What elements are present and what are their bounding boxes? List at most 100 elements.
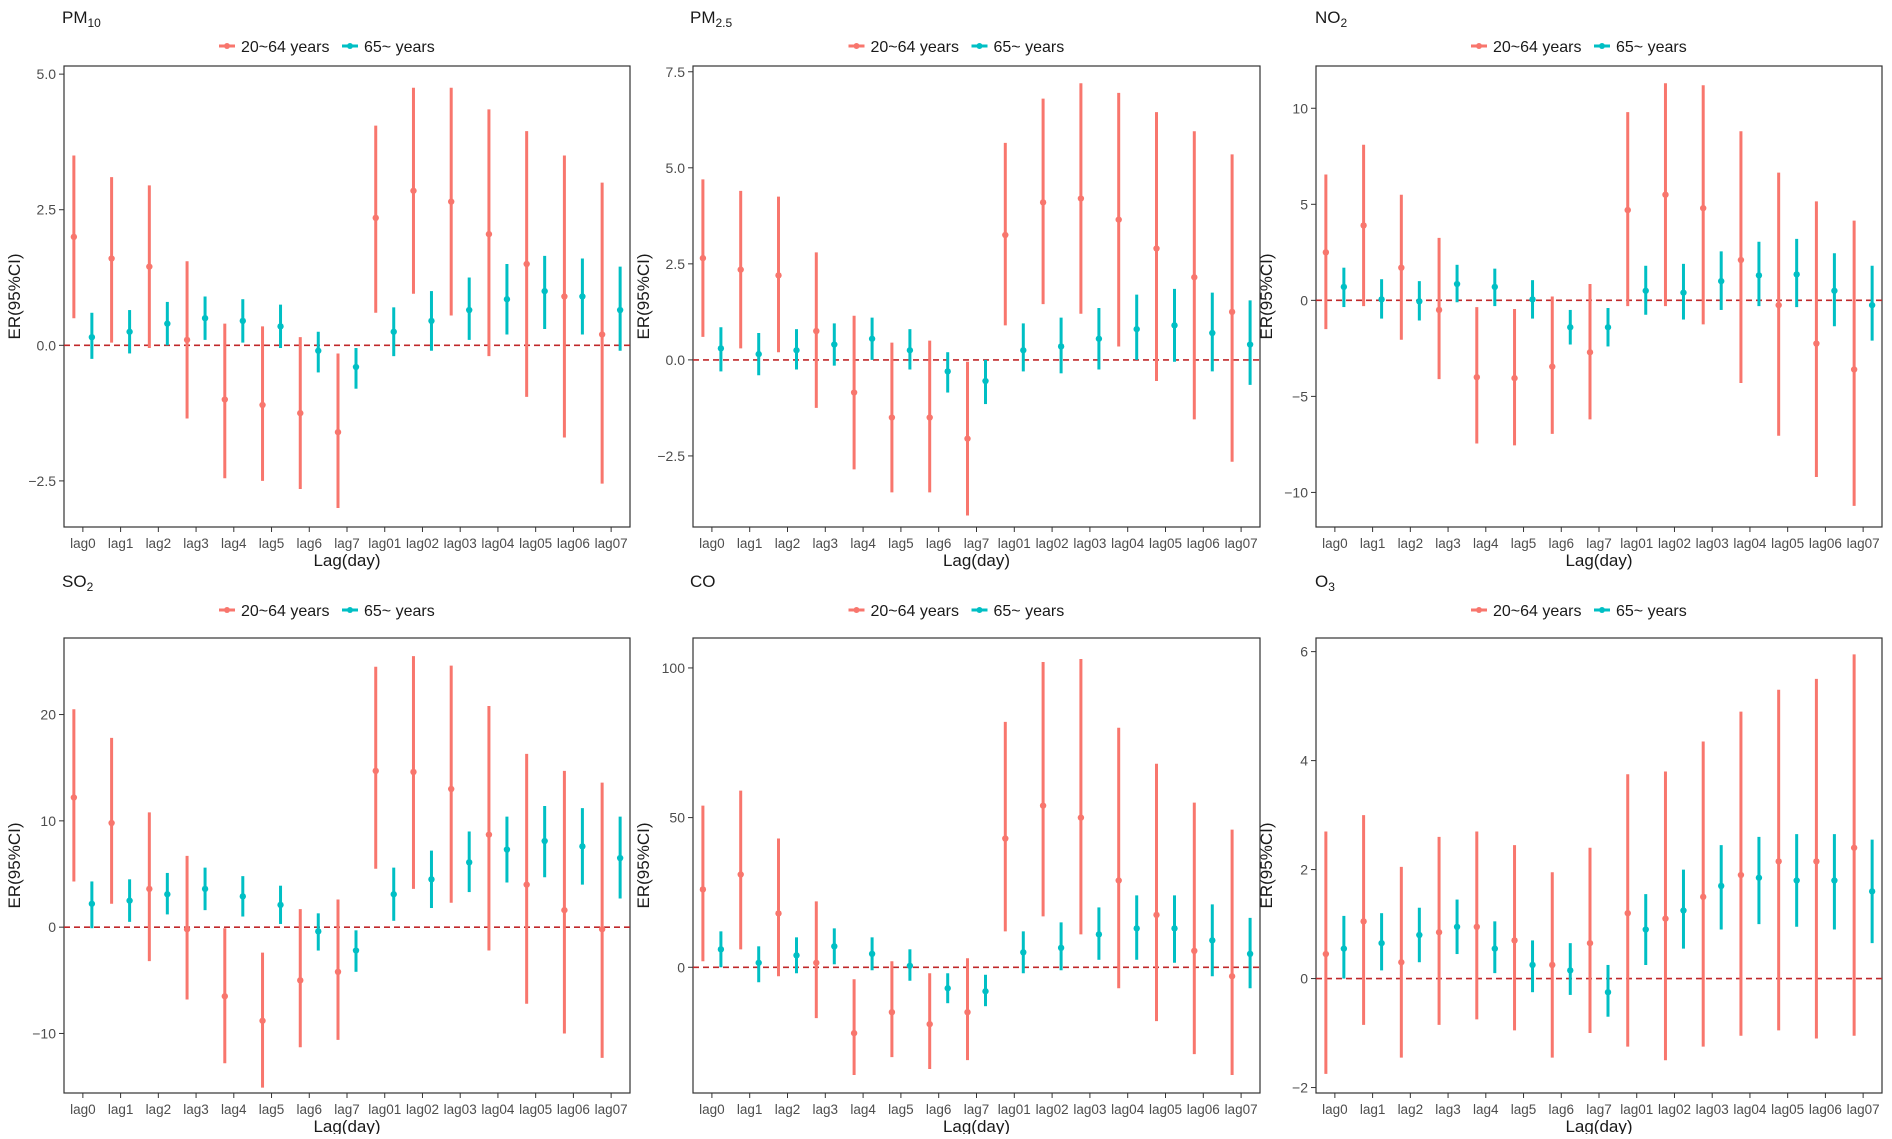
x-tick-label: lag0 (70, 536, 96, 551)
y-tick-label: −2.5 (657, 448, 685, 464)
point-estimate (146, 263, 153, 270)
x-tick-label: lag3 (1435, 1102, 1461, 1117)
x-axis-title: Lag(day) (313, 1117, 380, 1134)
point-estimate (1511, 937, 1518, 944)
point-estimate (1153, 245, 1160, 252)
point-estimate (1057, 944, 1065, 952)
panel-title: PM10 (62, 8, 101, 30)
x-tick-label: lag02 (1036, 1102, 1069, 1117)
point-estimate (1473, 923, 1481, 931)
point-estimate (1604, 324, 1612, 331)
point-estimate (1115, 877, 1122, 884)
point-estimate (1340, 283, 1348, 291)
x-axis-title: Lag(day) (1565, 551, 1632, 570)
x-tick-label: lag03 (444, 536, 477, 551)
point-estimate (1360, 918, 1367, 925)
x-tick-label: lag0 (70, 1102, 96, 1117)
point-estimate (775, 910, 782, 917)
point-estimate (1793, 877, 1800, 884)
x-tick-label: lag05 (1149, 1102, 1182, 1117)
point-estimate (1133, 925, 1140, 932)
legend-label-2: 65~ years (1616, 39, 1687, 56)
x-axis-title: Lag(day) (313, 551, 380, 570)
plot-frame (692, 65, 1261, 528)
x-tick-label: lag03 (1073, 536, 1106, 551)
x-tick-label: lag5 (888, 1102, 914, 1117)
point-estimate (1002, 231, 1009, 239)
x-tick-label: lag5 (1511, 536, 1537, 551)
x-tick-label: lag3 (813, 536, 839, 551)
legend-key-point-2 (976, 43, 983, 49)
point-estimate (1813, 340, 1820, 347)
y-tick-label: 2.5 (666, 256, 686, 272)
point-estimate (561, 293, 568, 300)
x-tick-label: lag01 (368, 536, 401, 551)
legend-label-2: 65~ years (994, 603, 1065, 620)
point-estimate (315, 928, 322, 935)
point-estimate (1737, 256, 1745, 264)
x-tick-label: lag7 (334, 1102, 360, 1117)
point-estimate (108, 255, 115, 262)
x-tick-label: lag7 (964, 1102, 990, 1117)
point-estimate (1398, 959, 1405, 966)
point-estimate (1529, 961, 1536, 969)
point-estimate (70, 233, 78, 241)
point-estimate (1057, 343, 1065, 350)
point-estimate (1360, 222, 1367, 229)
point-estimate (1511, 374, 1518, 382)
x-tick-label: lag2 (775, 1102, 801, 1117)
y-tick-label: 0 (1300, 971, 1308, 987)
y-tick-label: 5.0 (666, 160, 686, 176)
point-estimate (1831, 877, 1838, 884)
point-estimate (699, 254, 707, 262)
x-tick-label: lag05 (519, 1102, 552, 1117)
x-tick-label: lag0 (1322, 536, 1348, 551)
x-tick-label: lag03 (1073, 1102, 1106, 1117)
panel-title-subscript: 2 (1341, 16, 1348, 30)
x-tick-label: lag7 (964, 536, 990, 551)
x-tick-label: lag4 (221, 1102, 247, 1117)
legend-label-1: 20~64 years (1493, 603, 1582, 620)
point-estimate (616, 306, 624, 314)
panel-title: NO2 (1315, 8, 1348, 30)
point-estimate (868, 950, 876, 958)
x-tick-label: lag05 (519, 536, 552, 551)
panel-title-main: CO (690, 572, 716, 591)
point-estimate (277, 901, 284, 909)
point-estimate (485, 831, 493, 838)
point-estimate (1529, 296, 1536, 303)
y-tick-label: 6 (1300, 644, 1308, 660)
x-tick-label: lag5 (1511, 1102, 1537, 1117)
x-tick-label: lag07 (1225, 536, 1258, 551)
point-estimate (428, 876, 435, 883)
y-axis-title: ER(95%CI) (634, 254, 653, 340)
x-tick-label: lag0 (699, 1102, 725, 1117)
point-estimate (1831, 287, 1838, 294)
x-tick-label: lag3 (813, 1102, 839, 1117)
x-axis-title: Lag(day) (943, 551, 1010, 570)
point-estimate (352, 947, 360, 954)
point-estimate (1153, 911, 1160, 919)
point-estimate (1755, 272, 1763, 279)
y-tick-label: 0.0 (37, 337, 57, 353)
point-estimate (372, 214, 379, 222)
x-tick-label: lag7 (1586, 1102, 1612, 1117)
point-estimate (1378, 296, 1385, 303)
y-tick-label: 4 (1300, 753, 1308, 769)
x-tick-label: lag1 (108, 1102, 134, 1117)
point-estimate (944, 368, 951, 375)
series-age-20-64 (1322, 83, 1858, 506)
point-estimate (944, 985, 951, 992)
point-estimate (1246, 341, 1254, 348)
plot-frame (63, 637, 631, 1094)
point-estimate (201, 314, 209, 322)
point-estimate (1549, 363, 1556, 370)
x-tick-label: lag06 (1809, 536, 1842, 551)
point-estimate (579, 293, 586, 300)
y-tick-label: 10 (40, 813, 56, 829)
legend-label-2: 65~ years (994, 39, 1065, 56)
point-estimate (466, 306, 473, 314)
legend-key-point-2 (1599, 43, 1605, 49)
x-tick-label: lag07 (595, 536, 628, 551)
